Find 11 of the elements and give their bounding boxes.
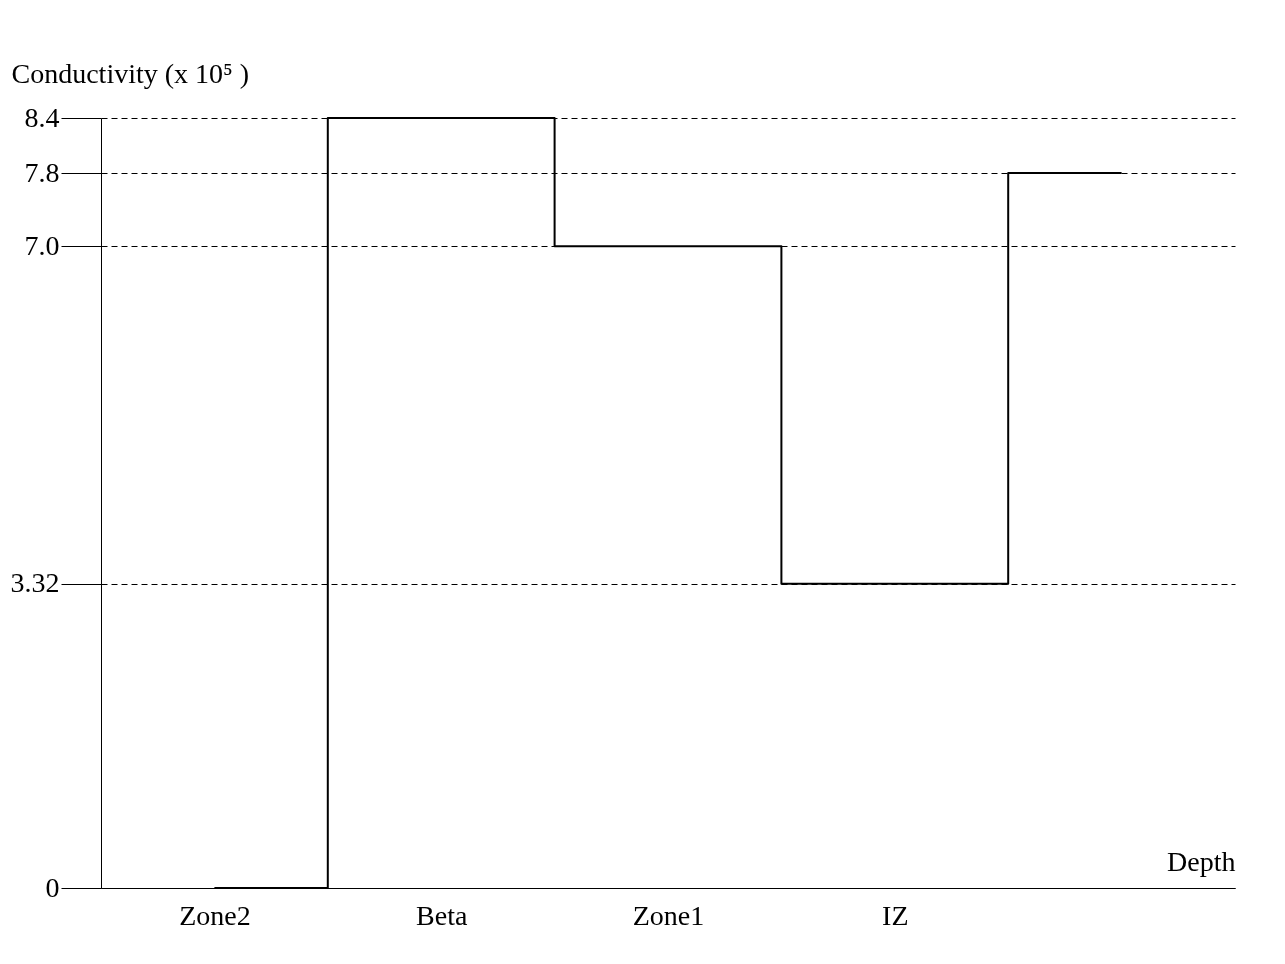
x-axis-title: Depth <box>1167 845 1236 877</box>
y-axis-title: Conductivity (x 10⁵ ) <box>11 57 250 89</box>
y-tick-label: 8.4 <box>24 101 60 133</box>
x-tick-label: Beta <box>416 899 468 931</box>
y-tick-label: 0 <box>45 871 60 903</box>
x-tick-label: Zone1 <box>632 899 705 931</box>
x-tick-label: Zone2 <box>179 899 251 931</box>
y-tick-label: 3.32 <box>10 567 60 599</box>
y-tick-label: 7.8 <box>24 156 60 188</box>
x-tick-label: IZ <box>882 899 909 931</box>
y-tick-label: 7.0 <box>24 229 60 261</box>
